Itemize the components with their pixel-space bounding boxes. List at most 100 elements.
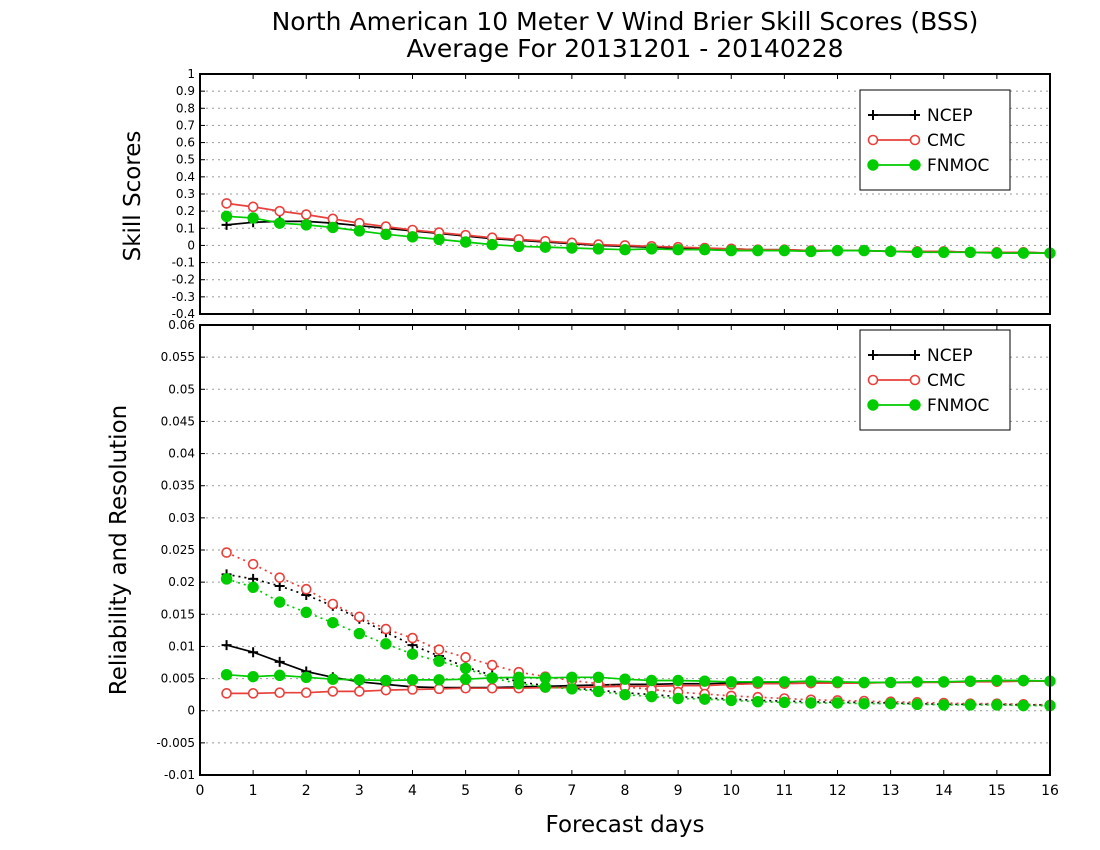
bottom-point-fnmoc-reliability [858,697,870,710]
bottom-point-fnmoc-reliability [566,683,578,695]
top-y-tick-label: -0.2 [172,273,195,287]
bottom-point-ncep-resolution [274,656,285,667]
bottom-y-axis-label: Reliability and Resolution [106,405,132,695]
top-point-fnmoc [300,219,312,231]
bottom-point-fnmoc-reliability [273,596,286,608]
bottom-point-fnmoc-reliability [592,685,605,698]
bottom-point-fnmoc-reliability [513,678,525,690]
bottom-point-fnmoc-resolution [592,671,605,683]
bottom-point-fnmoc-reliability [752,696,764,708]
x-tick-label: 14 [935,783,953,799]
bottom-point-cmc-reliability [460,652,471,663]
top-y-tick-label: 0.9 [176,84,195,98]
bottom-legend-marker-fnmoc [909,399,921,411]
bottom-point-fnmoc-reliability [698,693,711,705]
bottom-point-cmc-resolution [221,688,232,699]
top-y-axis-label: Skill Scores [120,131,146,262]
bottom-point-fnmoc-resolution [911,676,923,688]
top-point-fnmoc [645,243,658,255]
x-tick-label: 3 [355,783,364,799]
bottom-point-fnmoc-resolution [566,671,578,683]
bottom-y-tick-label: 0.055 [161,350,195,364]
top-y-tick-label: -0.1 [172,256,195,270]
bottom-point-fnmoc-reliability [619,688,631,701]
bottom-y-tick-label: -0.005 [156,736,195,750]
bottom-y-tick-label: 0 [187,704,195,718]
bottom-point-fnmoc-reliability [645,690,658,703]
bottom-point-fnmoc-resolution [831,676,844,688]
bottom-y-tick-label: 0.02 [168,575,195,589]
bottom-point-cmc-resolution [247,688,259,699]
bottom-point-fnmoc-resolution [406,674,419,686]
bottom-point-fnmoc-resolution [1017,674,1030,687]
top-y-tick-label: -0.4 [172,307,195,321]
top-point-cmc [300,209,312,220]
top-y-tick-label: 0.8 [176,101,195,115]
bottom-point-cmc-reliability [300,583,312,595]
bottom-y-tick-label: 0.01 [168,639,195,653]
top-point-fnmoc [805,245,817,258]
bottom-legend: NCEP CMC FNMOC [859,329,1011,431]
bottom-point-fnmoc-resolution [247,670,259,683]
bottom-legend-marker-ncep [868,350,878,360]
top-point-fnmoc [539,241,552,253]
top-legend-label-cmc: CMC [927,131,965,151]
top-point-fnmoc [698,244,711,256]
bottom-y-tick-label: 0.045 [161,414,195,428]
top-legend-marker-ncep [910,110,920,120]
top-point-fnmoc [380,228,392,240]
bottom-point-cmc-resolution [300,687,312,699]
x-tick-label: 8 [621,783,630,799]
top-point-fnmoc [964,246,977,258]
skill-score-panel: 1 0.9 0.8 0.7 0.6 0.5 0.4 0.3 0.2 0.1 0 -0.1 -0.2 -0.… [172,67,1056,321]
bottom-point-fnmoc-reliability [805,697,817,709]
bottom-point-fnmoc-resolution [858,676,870,689]
bottom-point-cmc-resolution [274,687,285,699]
x-tick-label: 11 [775,783,793,799]
bottom-point-fnmoc-reliability [353,627,366,640]
bottom-point-fnmoc-resolution [672,674,684,687]
bottom-point-fnmoc-reliability [300,606,312,619]
top-y-tick-label: -0.3 [172,290,195,304]
bottom-point-fnmoc-resolution [619,673,631,685]
top-line-ncep [226,220,1051,254]
top-y-tick-label: 0.4 [176,170,195,184]
bottom-y-tick-label: 0.03 [168,511,195,525]
bottom-point-fnmoc-reliability [938,699,950,711]
bottom-point-fnmoc-resolution [459,673,472,685]
bottom-line-cmc-resolution [226,680,1050,695]
x-tick-label: 2 [302,783,311,799]
x-tick-label: 0 [196,783,205,799]
bottom-point-fnmoc-reliability [1017,699,1030,712]
bottom-point-fnmoc-resolution [645,674,658,687]
bottom-point-fnmoc-reliability [220,573,233,585]
top-point-fnmoc [433,233,445,246]
bottom-point-fnmoc-resolution [327,673,339,685]
top-point-fnmoc [592,243,605,255]
top-point-fnmoc [858,244,870,257]
top-legend-label-fnmoc: FNMOC [927,156,989,176]
bottom-point-fnmoc-resolution [273,669,286,682]
top-point-fnmoc [327,221,339,234]
bottom-point-cmc-resolution [460,682,471,694]
top-point-fnmoc [459,236,472,248]
chart-title-line2: Average For 20131201 - 20140228 [406,34,843,63]
bottom-legend-label-ncep: NCEP [927,346,973,366]
top-y-tick-label: 0.3 [176,187,195,201]
chart-title-line1: North American 10 Meter V Wind Brier Ski… [272,7,979,36]
top-point-fnmoc [406,231,419,243]
bottom-plot-frame [199,324,1051,776]
top-point-fnmoc [247,212,259,224]
bottom-legend-marker-ncep [910,350,920,360]
bottom-point-fnmoc-resolution [433,674,445,686]
bottom-point-fnmoc-resolution [725,676,737,688]
bottom-y-tick-label: 0.005 [161,672,195,686]
bottom-legend-label-cmc: CMC [927,371,965,391]
top-legend-label-ncep: NCEP [927,106,973,126]
bottom-y-tick-label: 0.025 [161,543,195,557]
bottom-point-fnmoc-reliability [884,697,897,710]
top-y-tick-label: 0.7 [176,118,195,132]
bottom-point-cmc-reliability [380,623,392,635]
top-y-tick-label: 0.6 [176,136,195,150]
